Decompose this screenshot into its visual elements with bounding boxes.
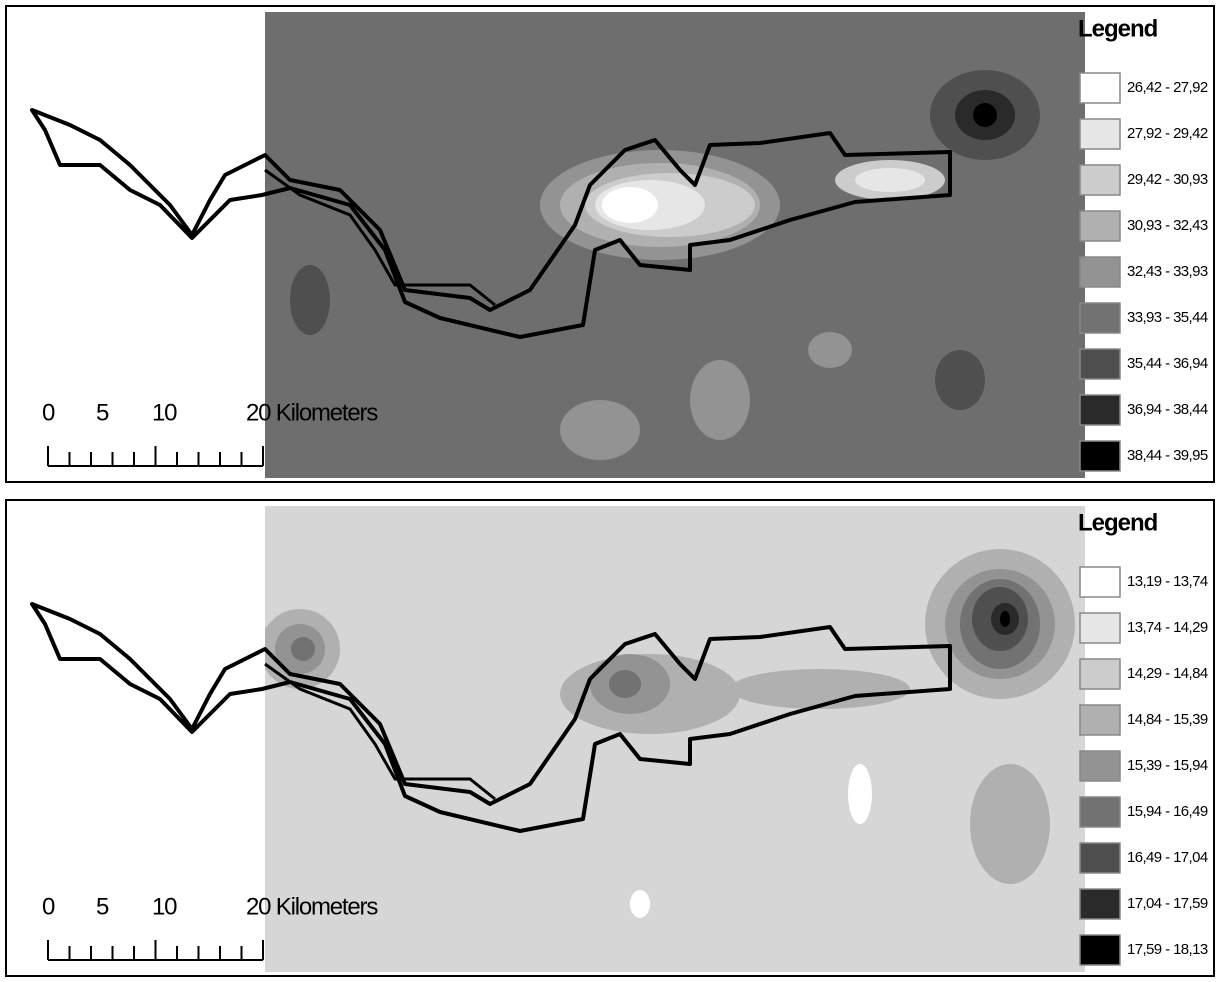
legend-label: 16,49 - 17,04 xyxy=(1127,849,1208,866)
scale-label: 20 Kilometers xyxy=(246,893,378,920)
contour-zone xyxy=(855,168,925,192)
contour-zone xyxy=(1000,611,1010,627)
legend-label: 29,42 - 30,93 xyxy=(1127,171,1208,188)
contour-zone xyxy=(690,360,750,440)
legend-swatch xyxy=(1079,348,1121,380)
scale-label: 20 Kilometers xyxy=(246,399,378,426)
legend-swatch xyxy=(1079,842,1121,874)
contour-zone xyxy=(808,332,852,368)
legend-label: 36,94 - 38,44 xyxy=(1127,401,1208,418)
contour-zone xyxy=(970,764,1050,884)
contour-zone xyxy=(290,265,330,335)
contour-zone xyxy=(609,670,641,698)
river-channel xyxy=(264,168,496,307)
legend-swatch xyxy=(1079,72,1121,104)
map-panel: Legend 26,42 - 27,92 27,92 - 29,42 29,42 - … xyxy=(5,5,1215,483)
legend-swatch xyxy=(1079,302,1121,334)
contour-zone xyxy=(630,890,650,918)
river-outline xyxy=(30,602,952,833)
legend-swatch xyxy=(1079,750,1121,782)
legend-swatch xyxy=(1079,888,1121,920)
legend-swatch xyxy=(1079,704,1121,736)
legend-swatch xyxy=(1079,164,1121,196)
scale-label: 5 xyxy=(96,893,109,920)
legend-label: 15,94 - 16,49 xyxy=(1127,803,1208,820)
scale-label: 5 xyxy=(96,399,109,426)
contour-zone xyxy=(935,350,985,410)
legend-label: 14,84 - 15,39 xyxy=(1127,711,1208,728)
scale-label: 0 xyxy=(42,399,55,426)
legend-swatch xyxy=(1079,210,1121,242)
legend-label: 26,42 - 27,92 xyxy=(1127,79,1208,96)
legend-label: 13,19 - 13,74 xyxy=(1127,573,1208,590)
legend-label: 27,92 - 29,42 xyxy=(1127,125,1208,142)
legend-label: 15,39 - 15,94 xyxy=(1127,757,1208,774)
scale-label: 0 xyxy=(42,893,55,920)
legend-swatch xyxy=(1079,440,1121,472)
legend-swatch xyxy=(1079,612,1121,644)
scale-label: 10 xyxy=(152,893,177,920)
scale-label: 10 xyxy=(152,399,177,426)
raster xyxy=(265,12,1085,478)
river-outline xyxy=(30,108,952,339)
legend-title: Legend xyxy=(1078,509,1158,536)
legend-label: 38,44 - 39,95 xyxy=(1127,447,1208,464)
legend-label: 13,74 - 14,29 xyxy=(1127,619,1208,636)
legend-swatch xyxy=(1079,256,1121,288)
contour-zone xyxy=(291,637,315,661)
legend-swatch xyxy=(1079,796,1121,828)
raster xyxy=(265,506,1085,972)
legend-label: 17,59 - 18,13 xyxy=(1127,941,1208,958)
legend-swatch xyxy=(1079,566,1121,598)
legend-label: 32,43 - 33,93 xyxy=(1127,263,1208,280)
legend-swatch xyxy=(1079,118,1121,150)
map-panel: Legend 13,19 - 13,74 13,74 - 14,29 14,29 - … xyxy=(5,499,1215,977)
contour-zone xyxy=(602,187,658,223)
legend-label: 17,04 - 17,59 xyxy=(1127,895,1208,912)
legend-swatch xyxy=(1079,934,1121,966)
river-channel xyxy=(264,662,496,801)
legend-swatch xyxy=(1079,658,1121,690)
legend-swatch xyxy=(1079,394,1121,426)
contour-zone xyxy=(973,103,997,127)
legend-label: 33,93 - 35,44 xyxy=(1127,309,1208,326)
contour-zone xyxy=(560,400,640,460)
contour-zone xyxy=(848,764,872,824)
legend-title: Legend xyxy=(1078,15,1158,42)
contour-zone xyxy=(730,669,910,709)
legend-label: 35,44 - 36,94 xyxy=(1127,355,1208,372)
legend-label: 14,29 - 14,84 xyxy=(1127,665,1208,682)
legend-label: 30,93 - 32,43 xyxy=(1127,217,1208,234)
